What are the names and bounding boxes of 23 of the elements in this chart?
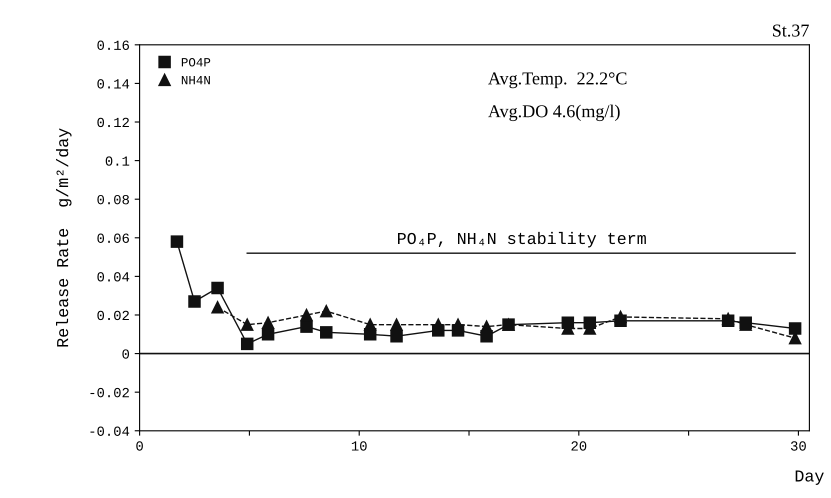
y-tick-label: 0.12 xyxy=(97,118,129,128)
y-tick-label: -0.04 xyxy=(90,426,130,436)
annotation: PO₄P, NH₄N stability term xyxy=(398,232,646,248)
x-axis-title: Day xyxy=(796,470,824,485)
y-tick-label: 0.16 xyxy=(97,40,129,50)
legend-label: PO4P xyxy=(182,58,210,66)
y-tick-label: 0.02 xyxy=(97,310,129,320)
annotation: Avg.Temp. 22.2°C xyxy=(488,72,626,88)
y-tick-label: 0.06 xyxy=(97,234,129,243)
y-tick-label: 0 xyxy=(122,349,130,359)
legend-label: NH4N xyxy=(182,76,210,84)
x-tick-label: 0 xyxy=(136,441,143,451)
y-axis-title: Release Rate g/m²/day xyxy=(56,128,72,347)
y-tick-label: 0.1 xyxy=(106,156,130,166)
y-tick-label: 0.14 xyxy=(97,79,130,89)
chart-title: St.37 xyxy=(772,24,809,37)
x-tick-label: 20 xyxy=(571,441,586,451)
y-tick-label: 0.08 xyxy=(97,194,129,204)
x-tick-label: 30 xyxy=(790,441,806,451)
y-tick-label: 0.04 xyxy=(97,272,130,282)
x-tick-label: 10 xyxy=(352,441,367,451)
y-tick-label: -0.02 xyxy=(90,388,129,398)
annotation: Avg.DO 4.6(mg/l) xyxy=(488,104,620,122)
